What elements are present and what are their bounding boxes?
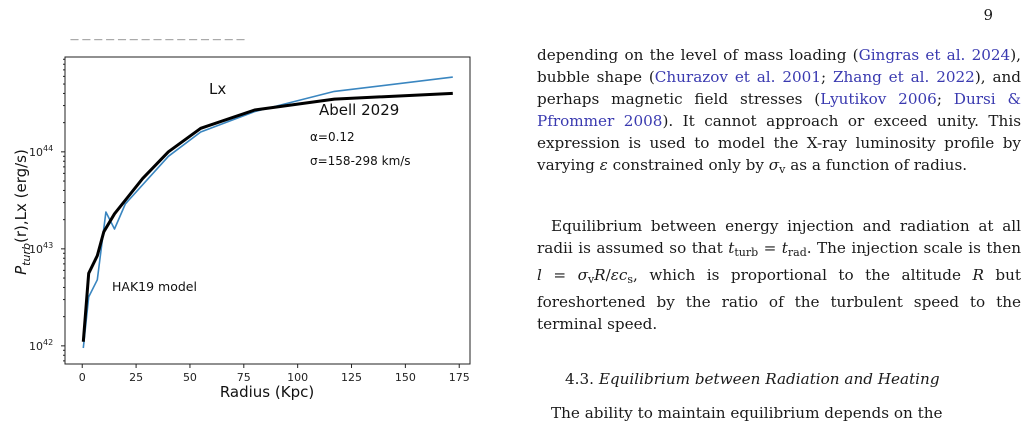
y-tick-exponent: 43 [43, 241, 53, 250]
text-run: , which is proportional to the altitude [633, 266, 973, 284]
section-heading: 4.3. Equilibrium between Radiation and H… [565, 370, 940, 388]
y-axis-label: Pturb(r),Lx (erg/s) [12, 149, 33, 275]
math-subscript: v [779, 163, 786, 176]
text-run: ), and perhaps magnetic field stresses ( [537, 68, 1022, 108]
x-tick-label: 150 [395, 371, 416, 384]
cluster-label: Abell 2029 [319, 101, 399, 119]
math-symbol: σ [577, 266, 588, 284]
math-symbol: R [972, 266, 984, 284]
plot-frame [64, 56, 471, 365]
text-run: . The injection scale is then [806, 239, 1021, 257]
math-symbol: εc [610, 266, 628, 284]
text-run: but foreshortened by the ratio of the tu… [537, 266, 1021, 333]
y-tick-label: 1043 [29, 241, 53, 256]
text-run: as a function of radius. [785, 156, 968, 174]
paragraph-2: Equilibrium between energy injection and… [537, 215, 1021, 335]
page-number: 9 [983, 6, 993, 24]
model-label: HAK19 model [112, 279, 197, 294]
y-tick-label: 1042 [29, 338, 53, 353]
text-run: Equilibrium between energy injection and… [537, 217, 1021, 257]
x-tick-label: 100 [287, 371, 308, 384]
math-symbol: R [594, 266, 606, 284]
paragraph-3: The ability to maintain equilibrium depe… [551, 404, 943, 422]
series-line-model [81, 91, 453, 342]
figure-chart: — — — — — — — — — — — — — — — 0 25 50 75 100… [0, 0, 480, 419]
y-tick-base: 10 [29, 340, 43, 353]
citation-link[interactable]: Zhang et al. 2022 [832, 68, 975, 86]
y-tick-base: 10 [29, 243, 43, 256]
x-tick-label: 25 [129, 371, 143, 384]
x-axis-label: Radius (Kpc) [220, 383, 314, 401]
alpha-label: α=0.12 [310, 130, 355, 144]
math-symbol: t [781, 239, 788, 257]
text-run: ). It cannot approach or exceed unity. T… [537, 112, 1021, 174]
citation-link[interactable]: Gingras et al. 2024 [858, 46, 1011, 64]
x-tick-label: 75 [237, 371, 251, 384]
math-symbol: l [537, 266, 542, 284]
x-axis-ticks: 0 25 50 75 100 125 150 175 [79, 364, 470, 384]
y-tick-base: 10 [29, 146, 43, 159]
section-title: Equilibrium between Radiation and Heatin… [598, 370, 940, 388]
series-label-lx: Lx [209, 80, 226, 98]
text-run: ; [936, 90, 954, 108]
chart-svg: — — — — — — — — — — — — — — — 0 25 50 75 100… [12, 35, 471, 401]
text-run: constrained only by [607, 156, 769, 174]
math-subscript: turb [734, 246, 759, 259]
x-tick-label: 125 [341, 371, 362, 384]
citation-link[interactable]: Lyutikov 2006 [820, 90, 937, 108]
x-tick-label: 0 [79, 371, 86, 384]
y-axis-label-sub: turb [20, 243, 33, 266]
text-run: = [541, 266, 578, 284]
citation-link[interactable]: Dursi & Pfrommer 2008 [537, 90, 1022, 130]
math-subscript: s [627, 273, 634, 286]
math-symbol: ε [599, 156, 608, 174]
paragraph-1-text: depending on the level of mass loading (… [537, 44, 1021, 181]
sigma-label: σ=158-298 km/s [310, 154, 411, 168]
x-tick-label: 175 [449, 371, 470, 384]
paragraph-2-text: Equilibrium between energy injection and… [537, 215, 1021, 335]
y-axis-label-rest: (r),Lx (erg/s) [12, 149, 30, 243]
text-run: ), bubble shape ( [537, 46, 1021, 86]
y-tick-exponent: 42 [43, 338, 53, 347]
x-tick-label: 50 [183, 371, 197, 384]
y-tick-exponent: 44 [43, 144, 53, 153]
y-tick-label: 1044 [29, 144, 53, 159]
math-symbol: t [728, 239, 735, 257]
text-run: depending on the level of mass loading ( [537, 46, 859, 64]
chart-series [81, 76, 453, 349]
text-run: / [605, 266, 611, 284]
text-run: ; [820, 68, 833, 86]
y-axis-label-main: P [12, 265, 30, 275]
text-run: = [758, 239, 782, 257]
section-number: 4.3. [565, 370, 594, 388]
figure-top-cut-text: — — — — — — — — — — — — — — — [70, 35, 245, 45]
math-symbol: σ [768, 156, 780, 174]
math-subscript: v [587, 273, 595, 286]
paragraph-1: depending on the level of mass loading (… [537, 44, 1021, 181]
citation-link[interactable]: Churazov et al. 2001 [654, 68, 821, 86]
math-subscript: rad [787, 246, 807, 259]
